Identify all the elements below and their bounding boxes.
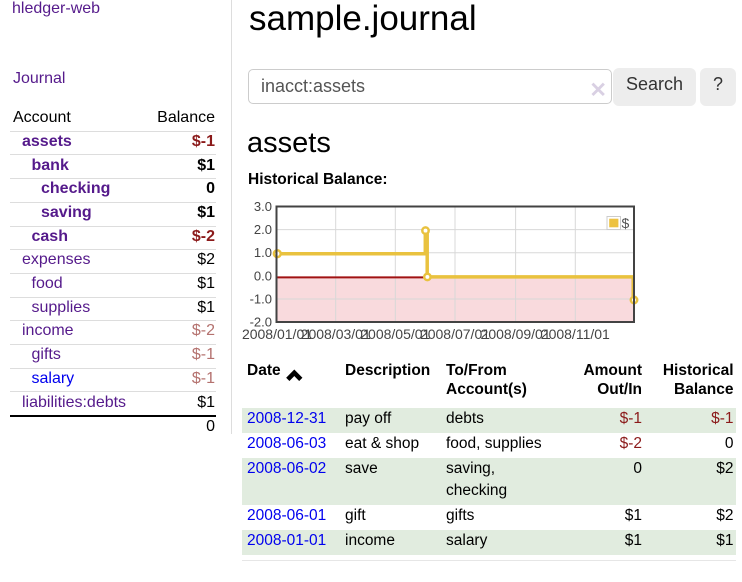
svg-text:2008/07/01: 2008/07/01 — [420, 326, 490, 342]
svg-text:-2.0: -2.0 — [250, 315, 272, 330]
svg-text:3.0: 3.0 — [254, 199, 272, 214]
svg-text:2008/03/01: 2008/03/01 — [301, 326, 371, 342]
svg-text:-1.0: -1.0 — [250, 292, 272, 307]
svg-text:2008/01/01: 2008/01/01 — [242, 326, 312, 342]
svg-text:2008/11/01: 2008/11/01 — [541, 326, 610, 342]
svg-text:1.0: 1.0 — [254, 245, 272, 260]
svg-text:2008/09/01: 2008/09/01 — [481, 326, 551, 342]
svg-text:2.0: 2.0 — [254, 222, 272, 237]
svg-text:0.0: 0.0 — [254, 268, 272, 283]
svg-text:$: $ — [622, 215, 630, 231]
svg-text:2008/05/01: 2008/05/01 — [360, 326, 430, 342]
